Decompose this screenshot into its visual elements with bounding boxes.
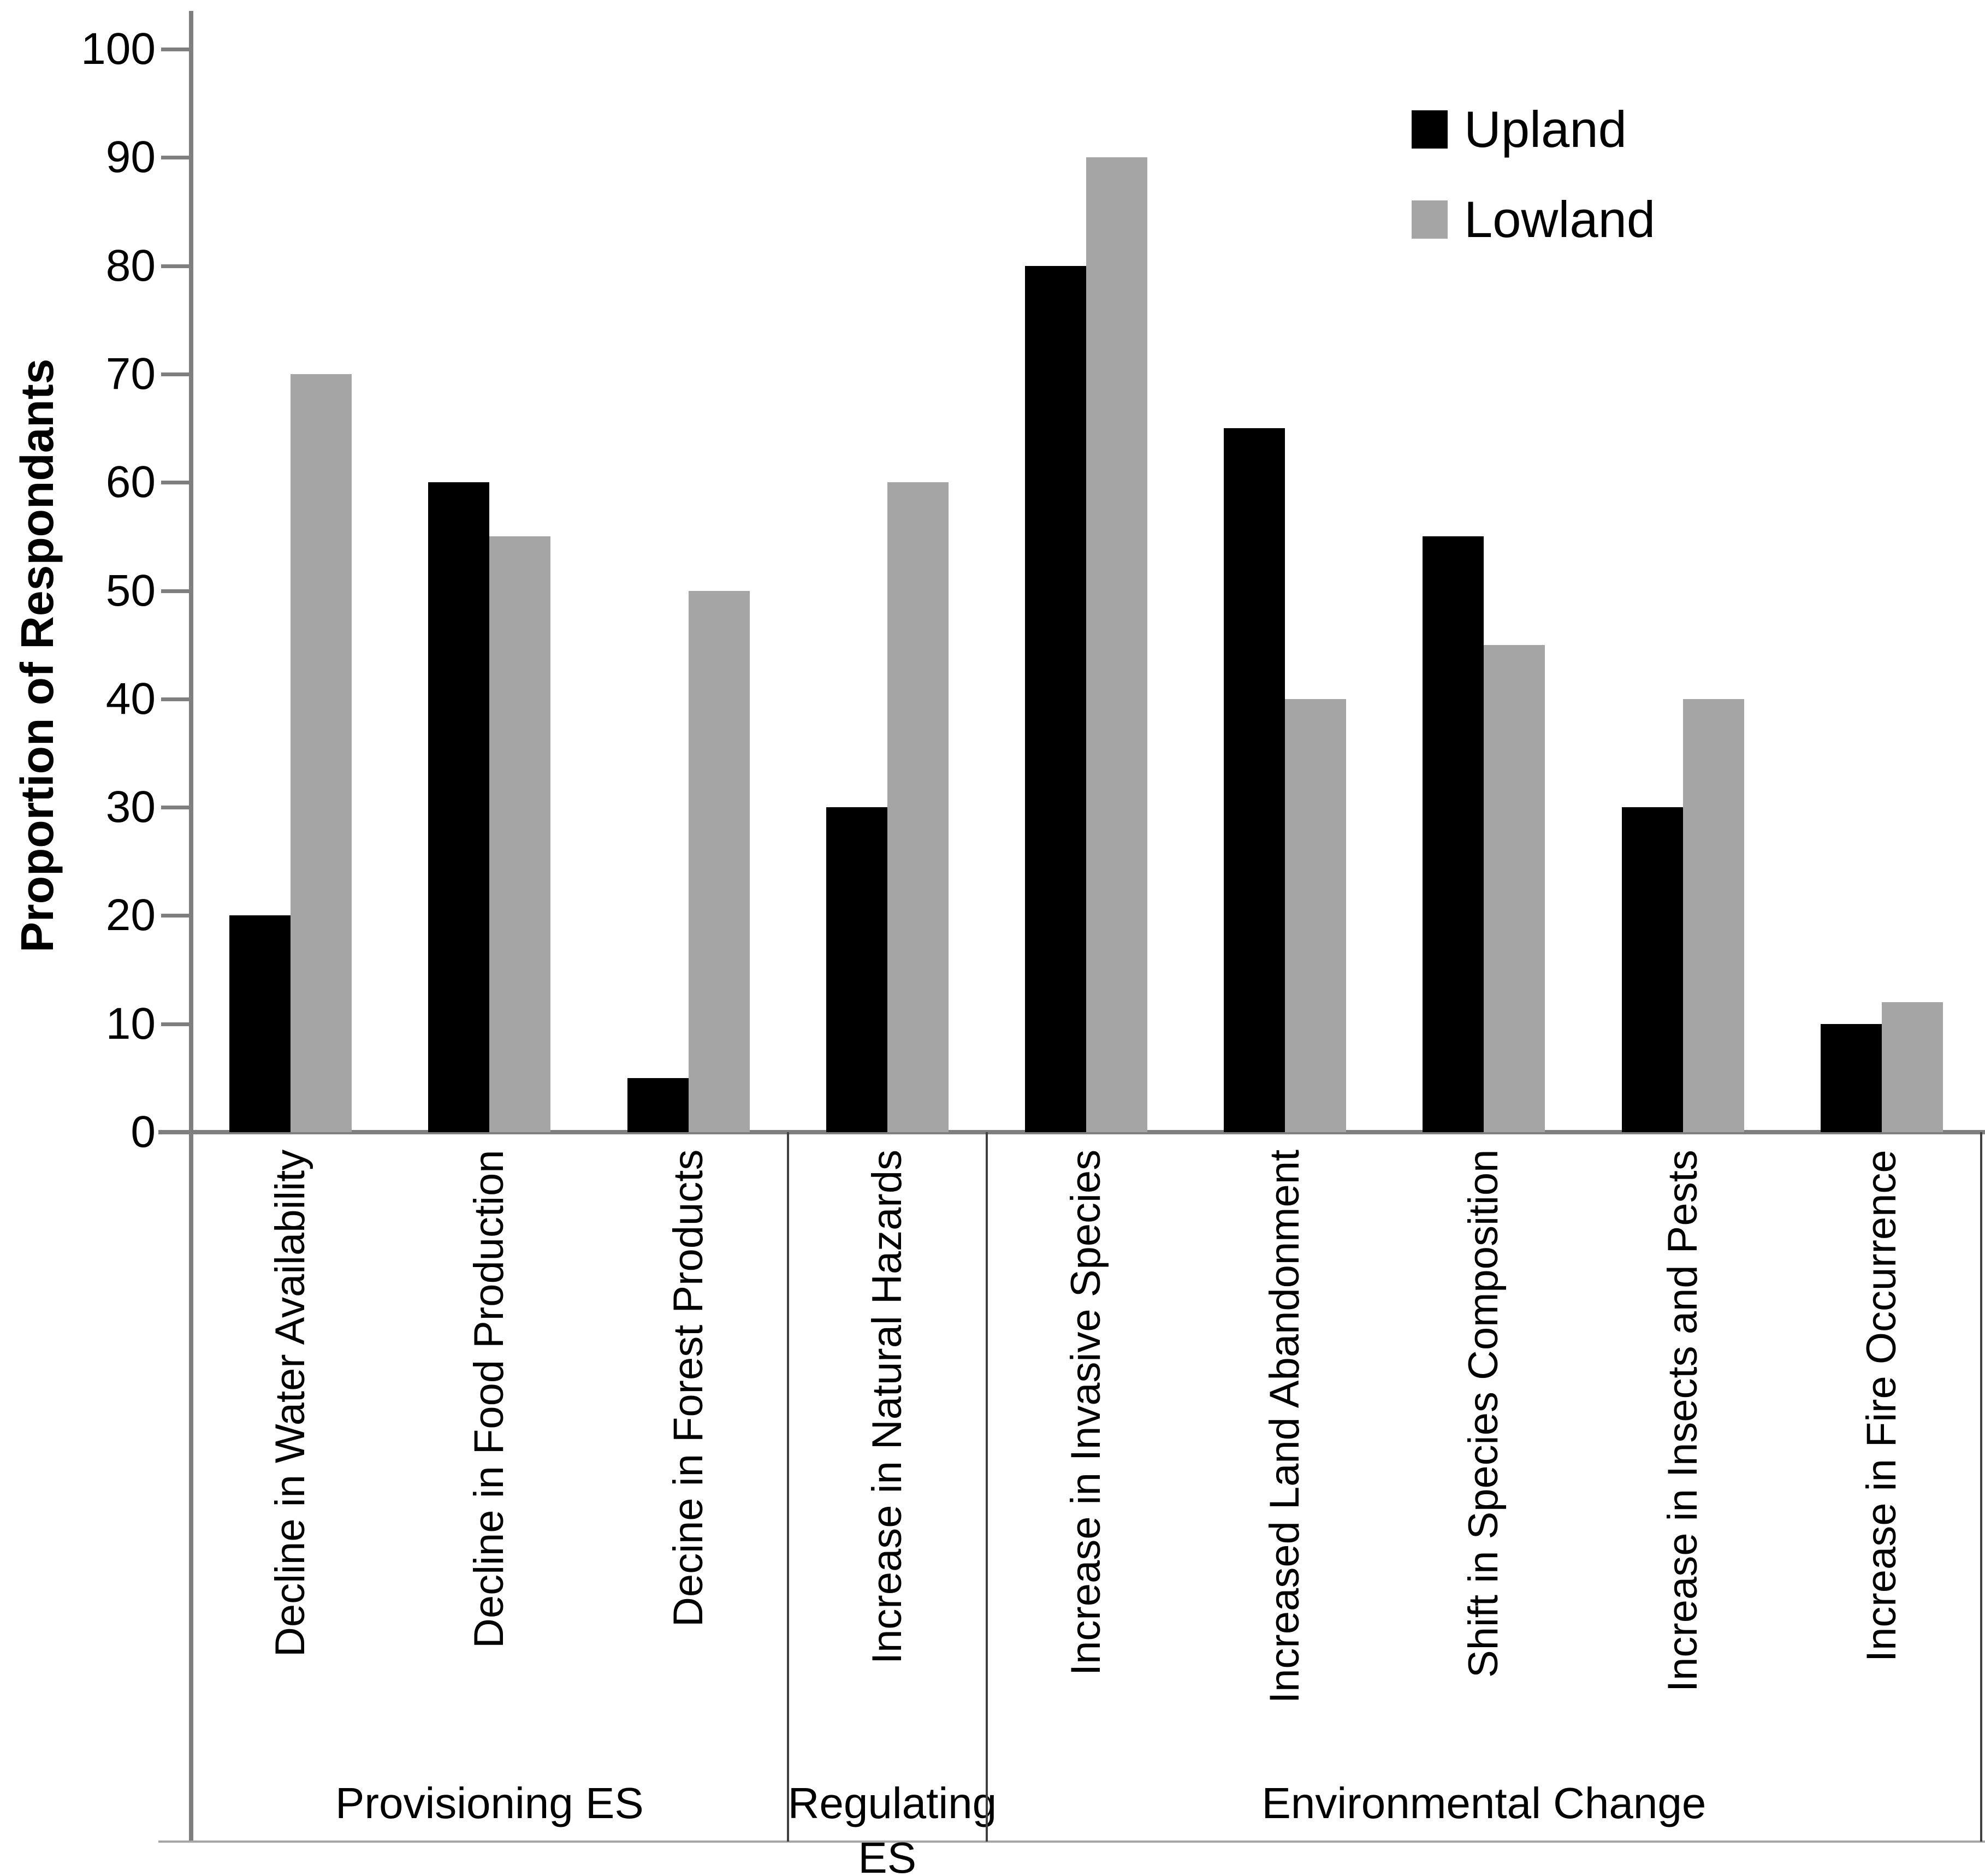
bar-lowland	[1682, 699, 1744, 1132]
x-category-label: Decline in Food Production	[466, 1150, 513, 1648]
bar-upland	[229, 915, 291, 1132]
x-category-label: Increase in Natural Hazards	[863, 1150, 910, 1664]
bar-lowland	[887, 482, 949, 1132]
y-tick-mark	[161, 372, 191, 376]
y-tick-label: 100	[81, 24, 156, 74]
bar-upland	[428, 482, 490, 1132]
group-divider-line	[986, 1132, 988, 1842]
bar-upland	[1224, 428, 1285, 1132]
y-tick-mark	[161, 481, 191, 485]
y-tick-label: 90	[105, 132, 156, 182]
y-tick-mark	[161, 48, 191, 51]
y-tick-label: 10	[105, 998, 156, 1049]
y-tick-mark	[161, 589, 191, 593]
y-tick-label: 40	[105, 673, 156, 724]
bar-upland	[1025, 265, 1086, 1132]
bar-lowland	[489, 536, 551, 1132]
y-tick-mark	[161, 264, 191, 268]
y-tick-mark	[161, 697, 191, 701]
x-category-label: Increase in Insects and Pests	[1659, 1150, 1706, 1692]
group-divider-line	[1980, 1132, 1982, 1842]
y-tick-label: 20	[105, 890, 156, 940]
bar-upland	[1621, 807, 1683, 1132]
bar-lowland	[291, 374, 352, 1132]
group-label: Provisioning ES	[335, 1779, 644, 1827]
legend: Upland Lowland	[1412, 101, 1655, 282]
legend-item-upland: Upland	[1412, 101, 1655, 157]
group-divider-line	[787, 1132, 789, 1842]
bar-upland	[826, 807, 887, 1132]
bar-upland	[627, 1078, 689, 1132]
y-axis-line	[189, 11, 193, 1842]
y-tick-label: 70	[105, 348, 156, 399]
bar-lowland	[688, 590, 750, 1132]
group-label: Environmental Change	[1261, 1779, 1706, 1827]
x-category-label: Increased Land Abandonment	[1261, 1150, 1308, 1704]
x-axis-line	[158, 1130, 1985, 1134]
bar-lowland	[1484, 644, 1545, 1132]
y-tick-label: 60	[105, 457, 156, 507]
x-category-label: Increase in Invasive Species	[1063, 1150, 1109, 1676]
y-tick-mark	[161, 1022, 191, 1026]
y-tick-label: 80	[105, 240, 156, 291]
y-tick-mark	[161, 806, 191, 810]
bar-upland	[1820, 1023, 1882, 1132]
legend-label: Lowland	[1464, 191, 1656, 248]
legend-swatch-icon	[1412, 110, 1448, 149]
x-category-label: Decine in Forest Products	[665, 1150, 712, 1628]
x-category-label: Decline in Water Availability	[267, 1150, 314, 1658]
x-category-label: Shift in Species Composition	[1460, 1150, 1507, 1678]
y-tick-mark	[161, 914, 191, 918]
y-tick-label: 0	[131, 1107, 156, 1157]
category-area-bottom-rule	[158, 1841, 1985, 1843]
legend-label: Upland	[1464, 100, 1627, 158]
y-tick-mark	[161, 156, 191, 160]
bar-upland	[1423, 536, 1484, 1132]
bar-lowland	[1086, 157, 1147, 1132]
legend-swatch-icon	[1412, 200, 1448, 239]
y-tick-label: 50	[105, 565, 156, 616]
legend-item-lowland: Lowland	[1412, 191, 1656, 248]
y-tick-label: 30	[105, 782, 156, 832]
group-label: Regulating ES	[787, 1779, 997, 1876]
bar-lowland	[1285, 699, 1347, 1132]
x-category-label: Increase in Fire Occurrence	[1858, 1150, 1905, 1662]
bar-lowland	[1881, 1002, 1943, 1132]
y-tick-mark	[161, 1131, 191, 1134]
